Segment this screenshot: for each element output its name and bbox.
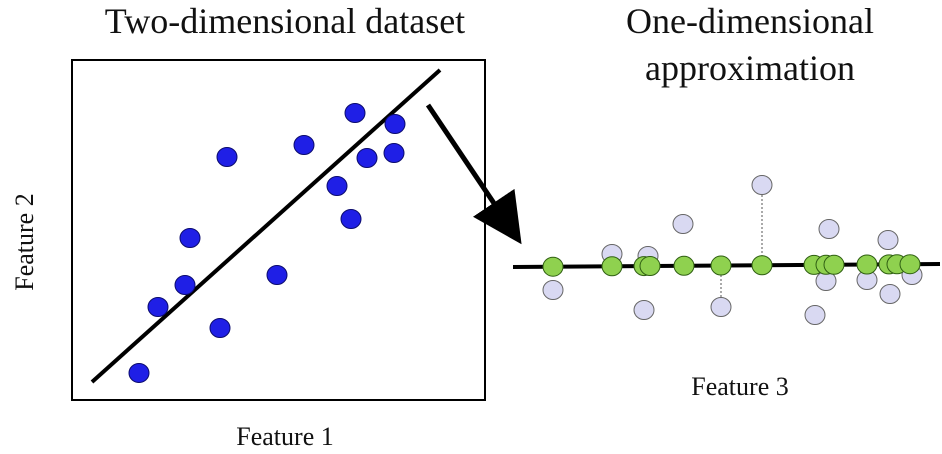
left-ylabel: Feature 2: [10, 193, 39, 290]
left-xlabel: Feature 1: [236, 422, 333, 451]
original-point: [340, 209, 362, 229]
original-point: [147, 297, 169, 317]
left-plot-frame: [71, 59, 486, 401]
original-point: [216, 147, 238, 167]
original-point: [179, 228, 201, 248]
right-title-line2: approximation: [645, 48, 855, 88]
residual-point: [818, 219, 840, 239]
residual-point: [804, 305, 826, 325]
original-point: [383, 143, 405, 163]
left-title: Two-dimensional dataset: [105, 1, 465, 41]
right-title-line1: One-dimensional: [626, 1, 874, 41]
projected-point: [601, 256, 623, 277]
original-point: [209, 318, 231, 338]
residual-point: [751, 175, 773, 195]
original-point: [356, 148, 378, 168]
original-point: [326, 176, 348, 196]
principal-axis-line: [90, 68, 442, 384]
residual-point: [672, 214, 694, 234]
residual-point: [710, 297, 732, 317]
original-point: [266, 265, 288, 285]
projected-point: [710, 255, 732, 276]
projected-point: [639, 256, 661, 277]
residual-point: [879, 284, 901, 304]
original-point: [293, 135, 315, 155]
original-point: [174, 275, 196, 295]
original-point: [384, 114, 406, 134]
projected-point: [856, 254, 878, 275]
right-xlabel: Feature 3: [691, 372, 788, 401]
residual-point: [633, 300, 655, 320]
approximation-scatter: [512, 175, 941, 325]
projected-point: [823, 254, 845, 275]
projected-point: [673, 255, 695, 276]
residual-point: [542, 280, 564, 300]
original-point: [344, 103, 366, 123]
residual-point: [877, 230, 899, 250]
projection-arrow: [425, 103, 522, 245]
projected-point: [899, 254, 921, 275]
original-point: [128, 363, 150, 383]
original-points: [128, 103, 406, 383]
projected-point: [751, 255, 773, 276]
projected-point: [542, 256, 564, 277]
